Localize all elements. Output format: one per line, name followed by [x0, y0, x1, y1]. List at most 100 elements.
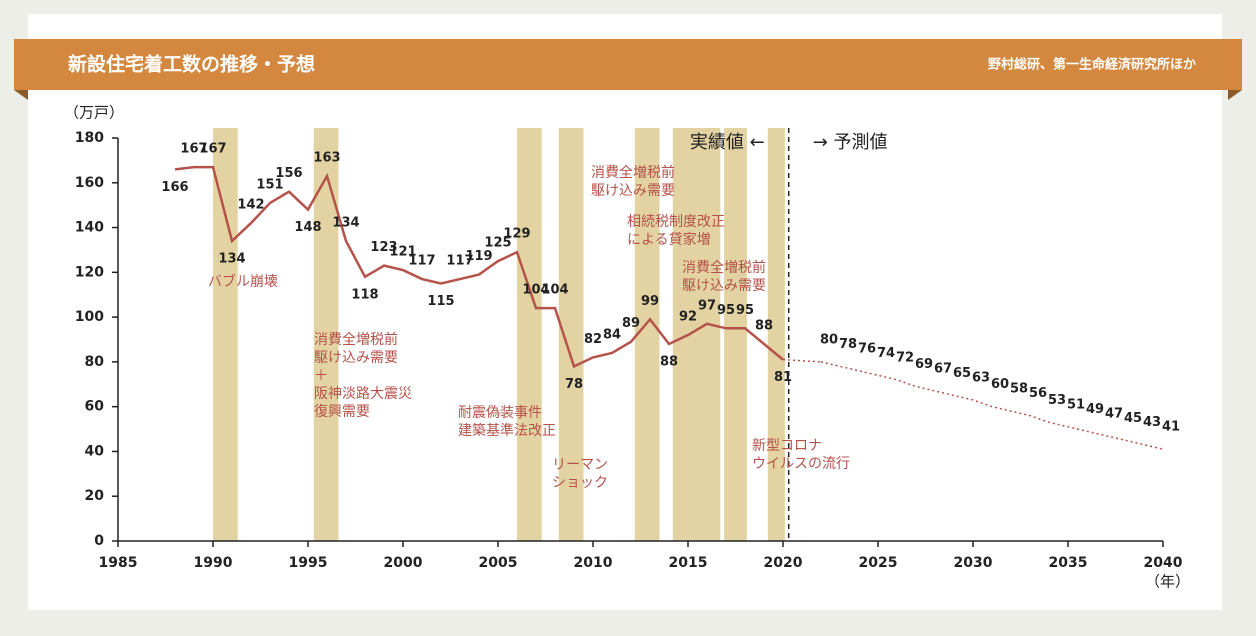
annotation: 消費全増税前: [682, 259, 766, 276]
value-label: 95: [717, 303, 735, 318]
value-label: 81: [774, 370, 792, 385]
annotation: 耐震偽装事件: [458, 405, 542, 421]
period-band: [517, 128, 542, 541]
x-tick-label: 1990: [194, 555, 233, 571]
value-label: 53: [1048, 393, 1066, 408]
annotation: リーマン: [552, 457, 608, 473]
value-label: 99: [641, 294, 659, 309]
annotation: 阪神淡路大震災: [314, 386, 412, 402]
x-tick-label: 1985: [99, 555, 138, 571]
actual-label: 実績値 ←: [690, 132, 765, 153]
value-label: 45: [1124, 411, 1142, 426]
y-tick-label: 180: [75, 130, 104, 146]
value-label: 80: [820, 332, 838, 347]
annotation: 駆け込み需要: [591, 183, 675, 199]
value-label: 104: [522, 283, 549, 298]
annotation: 復興需要: [314, 403, 370, 420]
fold-left: [14, 90, 28, 100]
period-band: [213, 128, 238, 541]
series-line: [174, 165, 784, 369]
value-label: 121: [389, 245, 416, 260]
x-tick-label: 2000: [384, 555, 423, 571]
annotation: 消費全増税前: [314, 331, 398, 348]
fold-right: [1228, 90, 1242, 100]
y-tick-label: 60: [85, 399, 105, 415]
value-label: 60: [991, 377, 1009, 392]
value-label: 142: [237, 198, 264, 213]
value-label: 104: [541, 283, 568, 298]
x-axis-label: （年）: [1145, 573, 1190, 591]
annotation: 駆け込み需要: [314, 350, 398, 366]
y-tick-label: 100: [75, 309, 104, 325]
value-label: 167: [180, 142, 207, 157]
value-label: 49: [1086, 402, 1104, 417]
value-label: 163: [313, 151, 340, 166]
value-label: 117: [408, 254, 435, 269]
value-label: 63: [972, 370, 990, 385]
value-label: 78: [565, 377, 583, 392]
annotation: 相続税制度改正: [627, 213, 725, 230]
y-tick-label: 0: [94, 533, 104, 549]
annotation: 消費全増税前: [591, 164, 675, 181]
annotation: ウイルスの流行: [752, 456, 850, 472]
value-label: 76: [858, 341, 876, 356]
x-tick-label: 2030: [954, 555, 993, 571]
header-bar: [14, 39, 1242, 90]
value-label: 151: [256, 177, 283, 192]
value-label: 123: [370, 240, 397, 255]
x-tick-label: 2005: [479, 555, 518, 571]
x-tick-label: 2035: [1049, 555, 1088, 571]
value-label: 67: [934, 361, 952, 376]
period-band: [634, 128, 660, 541]
value-label: 56: [1029, 386, 1047, 401]
y-tick-label: 80: [85, 354, 105, 370]
value-label: 78: [839, 337, 857, 352]
y-tick-label: 140: [75, 220, 104, 236]
value-label: 92: [679, 310, 697, 325]
value-label: 134: [218, 251, 245, 266]
value-label: 117: [446, 254, 473, 269]
annotation: 建築基準法改正: [458, 422, 556, 439]
y-axis-label: （万戸）: [64, 104, 124, 122]
source: 野村総研、第一生命経済研究所ほか: [988, 57, 1196, 73]
value-label: 166: [161, 180, 188, 195]
value-label: 41: [1162, 420, 1180, 435]
y-tick-label: 20: [85, 488, 105, 504]
value-label: 88: [755, 318, 773, 333]
forecast-label: → 予測値: [813, 132, 888, 153]
annotation: ＋: [314, 368, 328, 384]
series-line: [820, 361, 1164, 450]
annotation: ショック: [552, 475, 608, 491]
value-label: 119: [465, 249, 492, 264]
annotation: 駆け込み需要: [682, 278, 766, 294]
forecast-connector: [782, 358, 822, 363]
y-tick-label: 160: [75, 175, 104, 191]
period-band: [672, 128, 721, 541]
period-band: [724, 128, 747, 541]
value-label: 84: [603, 327, 621, 342]
value-label: 95: [736, 303, 754, 318]
y-tick-label: 40: [85, 443, 105, 459]
annotation: バブル崩壊: [208, 273, 278, 290]
x-tick-label: 1995: [289, 555, 328, 571]
value-label: 88: [660, 354, 678, 369]
annotation: による貸家増: [627, 231, 711, 248]
annotation: 新型コロナ: [752, 438, 822, 454]
value-label: 51: [1067, 397, 1085, 412]
x-tick-label: 2010: [574, 555, 613, 571]
card: [28, 14, 1222, 610]
value-label: 129: [503, 227, 530, 242]
x-tick-label: 2015: [669, 555, 708, 571]
value-label: 148: [294, 220, 321, 235]
value-label: 47: [1105, 406, 1123, 421]
y-tick-label: 120: [75, 264, 104, 280]
value-label: 118: [351, 287, 378, 302]
value-label: 69: [915, 357, 933, 372]
x-tick-label: 2020: [764, 555, 803, 571]
value-label: 74: [877, 346, 895, 361]
x-tick-label: 2040: [1144, 555, 1183, 571]
chart-title: 新設住宅着工数の推移・予想: [68, 53, 315, 76]
value-label: 65: [953, 366, 971, 381]
value-label: 89: [622, 316, 640, 331]
